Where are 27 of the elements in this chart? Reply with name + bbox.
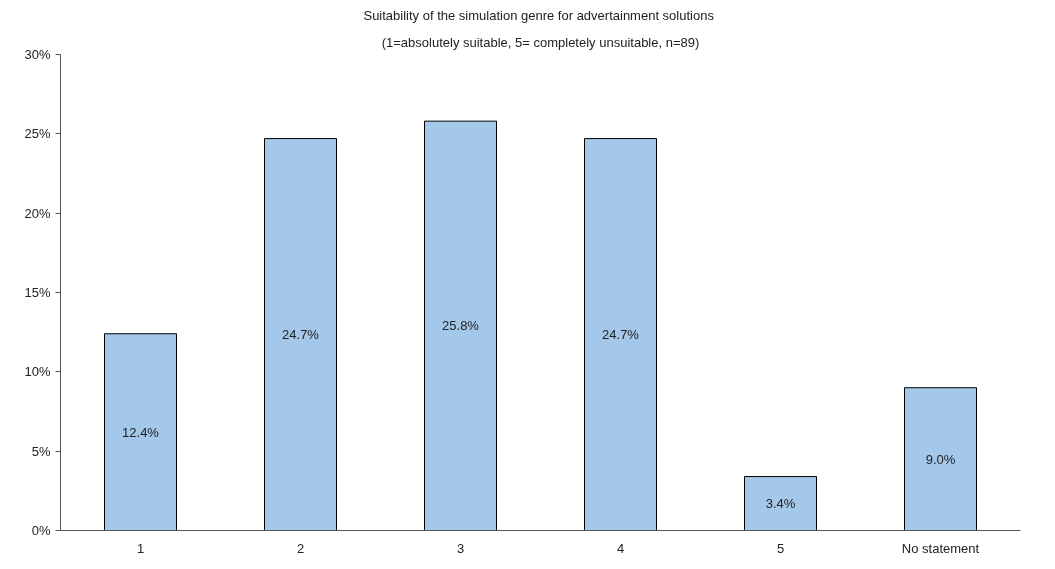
chart-subtitle: (1=absolutely suitable, 5= completely unsuitable, n=89)	[381, 34, 700, 50]
y-tick-label: 20%	[24, 205, 51, 221]
y-tick-label: 5%	[31, 443, 51, 459]
data-label: 24.7%	[602, 327, 640, 343]
x-tick-label: 4	[616, 540, 625, 556]
y-tick-label: 25%	[24, 126, 51, 142]
chart-title: Suitability of the simulation genre for advertainment solutions	[363, 7, 715, 23]
bar	[424, 120, 497, 531]
bar	[104, 333, 177, 531]
y-tick-label: 10%	[24, 364, 51, 380]
y-tick-label: 0%	[31, 523, 51, 538]
data-label: 3.4%	[765, 496, 796, 512]
x-tick-label: 5	[776, 540, 785, 556]
data-label: 9.0%	[925, 451, 956, 467]
data-label: 24.7%	[282, 327, 320, 343]
bar	[264, 138, 337, 531]
bar	[584, 138, 657, 531]
x-tick-label: 3	[456, 540, 465, 556]
bar	[904, 387, 977, 531]
bar	[744, 476, 817, 531]
y-tick-label: 30%	[24, 47, 51, 62]
x-tick-label: No statement	[901, 540, 980, 556]
y-tick-label: 15%	[24, 285, 51, 300]
x-tick-label: 1	[136, 540, 145, 556]
data-label: 25.8%	[442, 318, 480, 334]
x-tick-label: 2	[296, 540, 305, 556]
data-label: 12.4%	[122, 424, 160, 440]
